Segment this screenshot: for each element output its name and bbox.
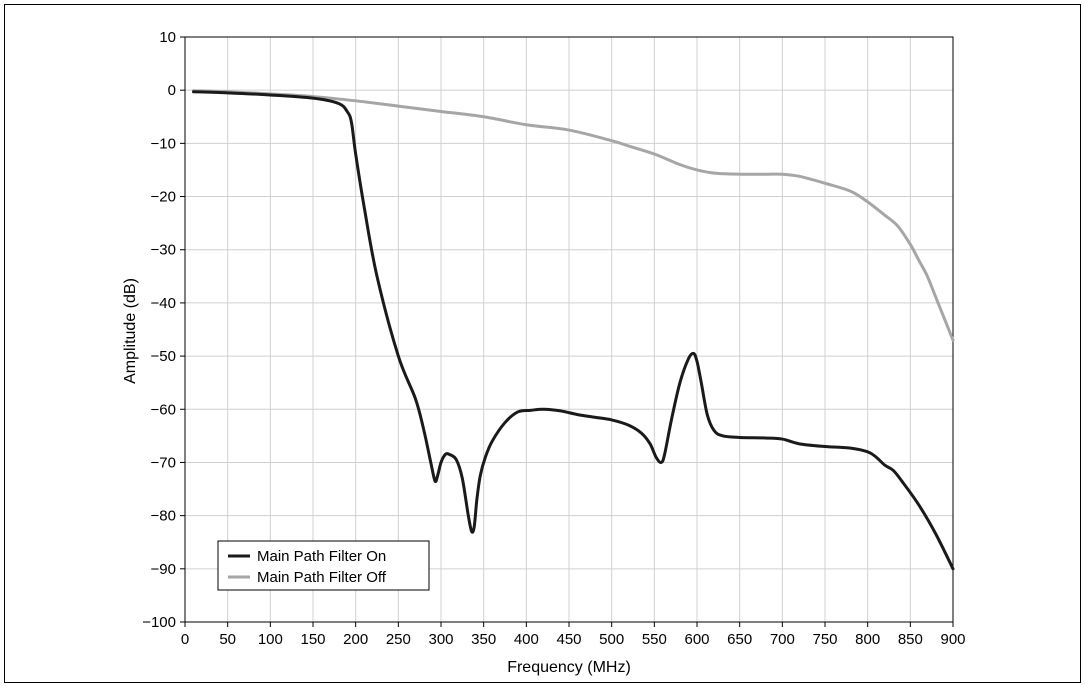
y-tick-label: 10 bbox=[159, 29, 176, 46]
y-tick-label: −40 bbox=[151, 295, 176, 312]
y-tick-label: −60 bbox=[151, 401, 176, 418]
x-tick-label: 700 bbox=[770, 631, 795, 648]
x-tick-label: 800 bbox=[855, 631, 880, 648]
series-line-filter-on bbox=[192, 90, 955, 571]
x-axis-title: Frequency (MHz) bbox=[507, 659, 631, 676]
x-tick-label: 850 bbox=[898, 631, 923, 648]
x-tick-label: 50 bbox=[219, 631, 236, 648]
series-lines bbox=[192, 89, 955, 571]
x-tick-label: 650 bbox=[727, 631, 752, 648]
x-tick-label: 100 bbox=[258, 631, 283, 648]
x-tick-label: 500 bbox=[599, 631, 624, 648]
legend: Main Path Filter On Main Path Filter Off bbox=[217, 540, 430, 591]
x-tick-label: 250 bbox=[386, 631, 411, 648]
y-axis-ticks: 10 0 −10 −20 −30 −40 −50 −60 −70 −80 −90 −100 bbox=[142, 29, 185, 631]
x-axis-ticks: 0 50 100 150 200 250 300 350 400 450 500 550 600 650 7… bbox=[181, 622, 966, 648]
x-tick-label: 750 bbox=[812, 631, 837, 648]
y-tick-label: −30 bbox=[151, 242, 176, 259]
x-tick-label: 600 bbox=[684, 631, 709, 648]
figure-frame bbox=[4, 4, 1081, 683]
x-tick-label: 550 bbox=[642, 631, 667, 648]
x-tick-label: 900 bbox=[940, 631, 965, 648]
y-tick-label: −70 bbox=[151, 454, 176, 471]
x-tick-label: 350 bbox=[471, 631, 496, 648]
x-tick-label: 0 bbox=[181, 631, 189, 648]
legend-label-filter-off: Main Path Filter Off bbox=[257, 569, 387, 586]
y-tick-label: −80 bbox=[151, 508, 176, 525]
series-line-filter-off bbox=[192, 89, 955, 342]
x-tick-label: 200 bbox=[343, 631, 368, 648]
legend-label-filter-on: Main Path Filter On bbox=[257, 548, 386, 565]
x-tick-label: 450 bbox=[556, 631, 581, 648]
x-tick-label: 400 bbox=[514, 631, 539, 648]
x-tick-label: 150 bbox=[300, 631, 325, 648]
y-axis-title: Amplitude (dB) bbox=[122, 278, 139, 384]
y-tick-label: −100 bbox=[142, 614, 176, 631]
legend-box bbox=[217, 540, 430, 591]
y-tick-label: −50 bbox=[151, 348, 176, 365]
grid-lines bbox=[184, 36, 954, 623]
x-tick-label: 300 bbox=[428, 631, 453, 648]
y-tick-label: −20 bbox=[151, 189, 176, 206]
y-tick-label: −90 bbox=[151, 561, 176, 578]
y-tick-label: 0 bbox=[168, 82, 176, 99]
y-tick-label: −10 bbox=[151, 135, 176, 152]
